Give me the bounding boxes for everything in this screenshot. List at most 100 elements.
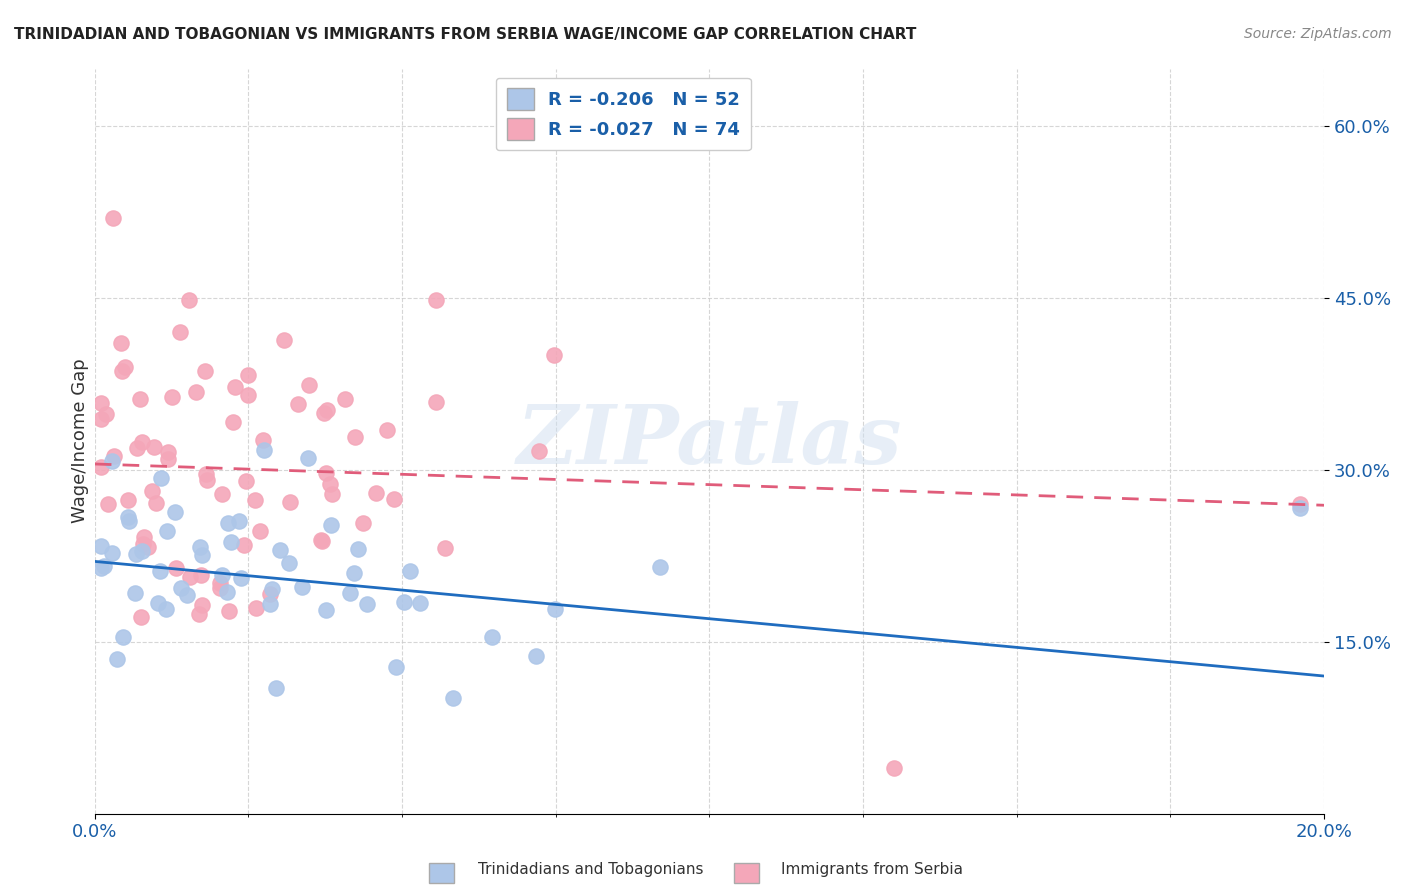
Point — [315, 467, 337, 481]
Point — [110, 336, 132, 351]
Point — [184, 385, 207, 400]
Point — [132, 537, 155, 551]
Point — [211, 567, 233, 582]
Point — [131, 435, 153, 450]
Point — [343, 430, 366, 444]
Point — [179, 569, 201, 583]
Point — [129, 610, 152, 624]
Point — [243, 493, 266, 508]
Point — [125, 547, 148, 561]
Point — [145, 496, 167, 510]
Point — [117, 493, 139, 508]
Point — [277, 556, 299, 570]
Point — [194, 467, 217, 481]
Point — [335, 392, 357, 406]
Point — [287, 396, 309, 410]
Point — [382, 492, 405, 507]
Point — [229, 571, 252, 585]
Point — [90, 460, 112, 475]
Point — [319, 518, 342, 533]
Point — [364, 486, 387, 500]
Point — [141, 484, 163, 499]
Point — [156, 445, 179, 459]
Point — [136, 540, 159, 554]
Point — [315, 403, 337, 417]
Point — [236, 368, 259, 382]
Point — [90, 412, 112, 426]
Point — [188, 607, 211, 621]
Point — [375, 423, 398, 437]
Point — [224, 380, 246, 394]
Point — [232, 538, 254, 552]
Point — [544, 601, 567, 615]
Text: TRINIDADIAN AND TOBAGONIAN VS IMMIGRANTS FROM SERBIA WAGE/INCOME GAP CORRELATION: TRINIDADIAN AND TOBAGONIAN VS IMMIGRANTS… — [14, 27, 917, 42]
Point — [343, 566, 366, 580]
Point — [259, 587, 281, 601]
Point — [148, 564, 170, 578]
Point — [266, 681, 288, 696]
Point — [176, 588, 198, 602]
Point — [118, 514, 141, 528]
Point — [169, 325, 191, 339]
Point — [124, 586, 146, 600]
Point — [148, 596, 170, 610]
Point — [90, 561, 112, 575]
Point — [157, 452, 180, 467]
Point — [249, 524, 271, 539]
Point — [297, 377, 319, 392]
Point — [529, 443, 551, 458]
Point — [290, 580, 312, 594]
Point — [235, 474, 257, 488]
Point — [190, 598, 212, 612]
Point — [273, 333, 295, 347]
Text: Trinidadians and Tobagonians: Trinidadians and Tobagonians — [478, 863, 703, 877]
Point — [278, 495, 301, 509]
Point — [217, 585, 239, 599]
Point — [253, 442, 276, 457]
Point — [191, 548, 214, 562]
Point — [112, 630, 135, 644]
Point — [125, 441, 148, 455]
Point — [90, 539, 112, 553]
Point — [245, 601, 267, 615]
Point — [101, 545, 124, 559]
Point — [190, 567, 212, 582]
Point — [94, 407, 117, 421]
Point — [409, 596, 432, 610]
Point — [149, 470, 172, 484]
Point — [321, 487, 343, 501]
Point — [650, 559, 672, 574]
Point — [356, 597, 378, 611]
Point — [315, 603, 337, 617]
Point — [252, 433, 274, 447]
Y-axis label: Wage/Income Gap: Wage/Income Gap — [72, 359, 89, 524]
Point — [399, 564, 422, 578]
Point — [170, 581, 193, 595]
Text: Immigrants from Serbia: Immigrants from Serbia — [780, 863, 963, 877]
Point — [219, 535, 242, 549]
Point — [259, 597, 281, 611]
Point — [155, 602, 177, 616]
Point — [188, 541, 211, 555]
Point — [297, 450, 319, 465]
Point — [339, 586, 361, 600]
Point — [218, 604, 240, 618]
Point — [262, 582, 284, 596]
Point — [209, 581, 232, 595]
Point — [179, 293, 201, 307]
Point — [194, 364, 217, 378]
Point — [208, 576, 231, 591]
Point — [97, 497, 120, 511]
Point — [142, 440, 165, 454]
Point — [1288, 500, 1310, 515]
Point — [132, 530, 155, 544]
Point — [90, 396, 112, 410]
Point — [311, 533, 333, 548]
Point — [524, 649, 547, 664]
Point — [314, 406, 336, 420]
Point — [352, 516, 374, 530]
Point — [425, 293, 447, 307]
Point — [101, 453, 124, 467]
Point — [165, 560, 187, 574]
Point — [117, 510, 139, 524]
